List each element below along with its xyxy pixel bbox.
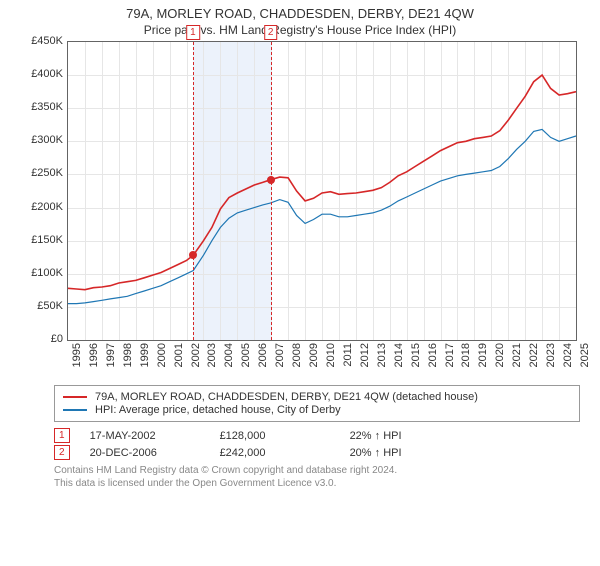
event-point (189, 251, 197, 259)
event-price: £128,000 (220, 430, 330, 442)
footer-line-1: Contains HM Land Registry data © Crown c… (54, 464, 580, 477)
x-tick-label: 2001 (173, 343, 185, 367)
event-delta: 20% ↑ HPI (350, 447, 460, 459)
y-tick-label: £350K (15, 101, 63, 113)
legend: 79A, MORLEY ROAD, CHADDESDEN, DERBY, DE2… (54, 385, 580, 422)
x-tick-label: 2005 (240, 343, 252, 367)
y-tick-label: £250K (15, 167, 63, 179)
y-tick-label: £0 (15, 333, 63, 345)
series-line-price_paid (68, 75, 576, 290)
x-tick-label: 2009 (308, 343, 320, 367)
x-tick-label: 2006 (257, 343, 269, 367)
x-tick-label: 2017 (444, 343, 456, 367)
page-title: 79A, MORLEY ROAD, CHADDESDEN, DERBY, DE2… (0, 6, 600, 21)
legend-swatch (63, 409, 87, 411)
x-tick-label: 2025 (579, 343, 591, 367)
y-tick-label: £450K (15, 35, 63, 47)
events-table: 1 17-MAY-2002 £128,000 22% ↑ HPI 2 20-DEC-200… (54, 428, 580, 460)
x-tick-label: 2013 (376, 343, 388, 367)
x-tick-label: 2002 (190, 343, 202, 367)
x-tick-label: 2010 (325, 343, 337, 367)
y-tick-label: £300K (15, 134, 63, 146)
legend-swatch (63, 396, 87, 398)
footer: Contains HM Land Registry data © Crown c… (54, 464, 580, 490)
x-tick-label: 2007 (274, 343, 286, 367)
event-marker: 2 (264, 25, 278, 40)
x-tick-label: 2020 (494, 343, 506, 367)
event-row: 1 17-MAY-2002 £128,000 22% ↑ HPI (54, 428, 580, 443)
footer-line-2: This data is licensed under the Open Gov… (54, 477, 580, 490)
y-tick-label: £100K (15, 267, 63, 279)
event-date: 17-MAY-2002 (90, 430, 200, 442)
event-price: £242,000 (220, 447, 330, 459)
x-tick-label: 2021 (511, 343, 523, 367)
x-tick-label: 2024 (562, 343, 574, 367)
legend-row: HPI: Average price, detached house, City… (63, 404, 571, 416)
x-tick-label: 2003 (206, 343, 218, 367)
x-tick-label: 2000 (156, 343, 168, 367)
page-subtitle: Price paid vs. HM Land Registry's House … (0, 23, 600, 37)
event-marker: 1 (186, 25, 200, 40)
x-tick-label: 2018 (460, 343, 472, 367)
x-tick-label: 2011 (342, 343, 354, 367)
event-delta: 22% ↑ HPI (350, 430, 460, 442)
event-idx: 2 (54, 445, 70, 460)
x-tick-label: 2016 (427, 343, 439, 367)
x-tick-label: 2014 (393, 343, 405, 367)
chart-area: £0 £50K £100K £150K £200K £250K £300K £350K £400… (15, 41, 585, 381)
event-row: 2 20-DEC-2006 £242,000 20% ↑ HPI (54, 445, 580, 460)
x-tick-label: 1995 (71, 343, 83, 367)
legend-label: 79A, MORLEY ROAD, CHADDESDEN, DERBY, DE2… (95, 391, 478, 403)
y-tick-label: £50K (15, 300, 63, 312)
legend-label: HPI: Average price, detached house, City… (95, 404, 341, 416)
x-tick-label: 1998 (122, 343, 134, 367)
x-tick-label: 2023 (545, 343, 557, 367)
y-tick-label: £200K (15, 201, 63, 213)
x-tick-label: 1996 (88, 343, 100, 367)
x-tick-label: 1999 (139, 343, 151, 367)
x-tick-label: 2015 (410, 343, 422, 367)
y-tick-label: £400K (15, 68, 63, 80)
x-tick-label: 2012 (359, 343, 371, 367)
y-tick-label: £150K (15, 234, 63, 246)
x-tick-label: 2008 (291, 343, 303, 367)
x-tick-label: 2022 (528, 343, 540, 367)
series-svg (68, 42, 576, 340)
legend-row: 79A, MORLEY ROAD, CHADDESDEN, DERBY, DE2… (63, 391, 571, 403)
x-tick-label: 2019 (477, 343, 489, 367)
event-line (193, 42, 194, 340)
event-line (271, 42, 272, 340)
x-tick-label: 2004 (223, 343, 235, 367)
event-idx: 1 (54, 428, 70, 443)
event-date: 20-DEC-2006 (90, 447, 200, 459)
x-tick-label: 1997 (105, 343, 117, 367)
event-point (267, 176, 275, 184)
chart-plot: 12 (67, 41, 577, 341)
